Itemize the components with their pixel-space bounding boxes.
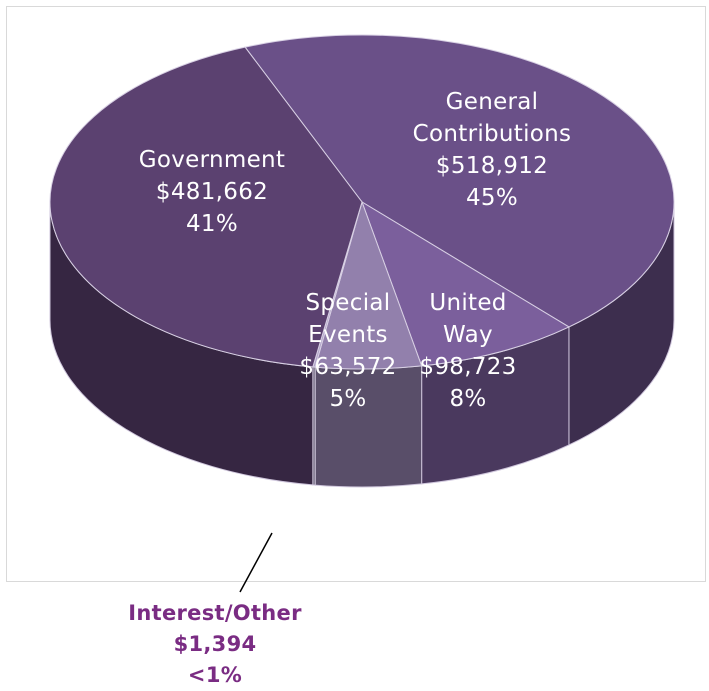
label-special-events: Special Events $63,572 5% bbox=[292, 287, 404, 415]
label-interest-value: $1,394 bbox=[173, 632, 257, 656]
label-special-value: $63,572 bbox=[299, 354, 397, 380]
label-interest-other: Interest/Other $1,394 <1% bbox=[110, 598, 320, 691]
label-interest-percent: <1% bbox=[187, 663, 243, 687]
label-general-contributions: General Contributions $518,912 45% bbox=[402, 86, 582, 214]
label-special-percent: 5% bbox=[329, 386, 367, 412]
slice-government bbox=[49, 46, 363, 368]
label-government-percent: 41% bbox=[185, 211, 239, 237]
label-united-line1: United bbox=[429, 290, 507, 316]
interest-leader-line bbox=[239, 532, 273, 593]
slice-general-contributions bbox=[244, 34, 675, 328]
label-united-way: United Way $98,723 8% bbox=[408, 287, 528, 415]
label-united-value: $98,723 bbox=[419, 354, 517, 380]
label-government-line1: Government bbox=[138, 147, 286, 173]
pie-sides bbox=[49, 201, 675, 488]
label-special-line2: Events bbox=[308, 322, 388, 348]
label-general-line1: General bbox=[445, 89, 539, 115]
label-special-line1: Special bbox=[305, 290, 391, 316]
label-interest-line1: Interest/Other bbox=[128, 601, 302, 625]
label-general-percent: 45% bbox=[465, 185, 519, 211]
label-general-value: $518,912 bbox=[435, 153, 549, 179]
slice-united-way bbox=[361, 200, 570, 367]
label-united-percent: 8% bbox=[449, 386, 487, 412]
label-government-value: $481,662 bbox=[155, 179, 269, 205]
pie-tops bbox=[49, 34, 675, 370]
label-general-line2: Contributions bbox=[412, 121, 572, 147]
label-government: Government $481,662 41% bbox=[112, 144, 312, 240]
label-united-line2: Way bbox=[443, 322, 493, 348]
